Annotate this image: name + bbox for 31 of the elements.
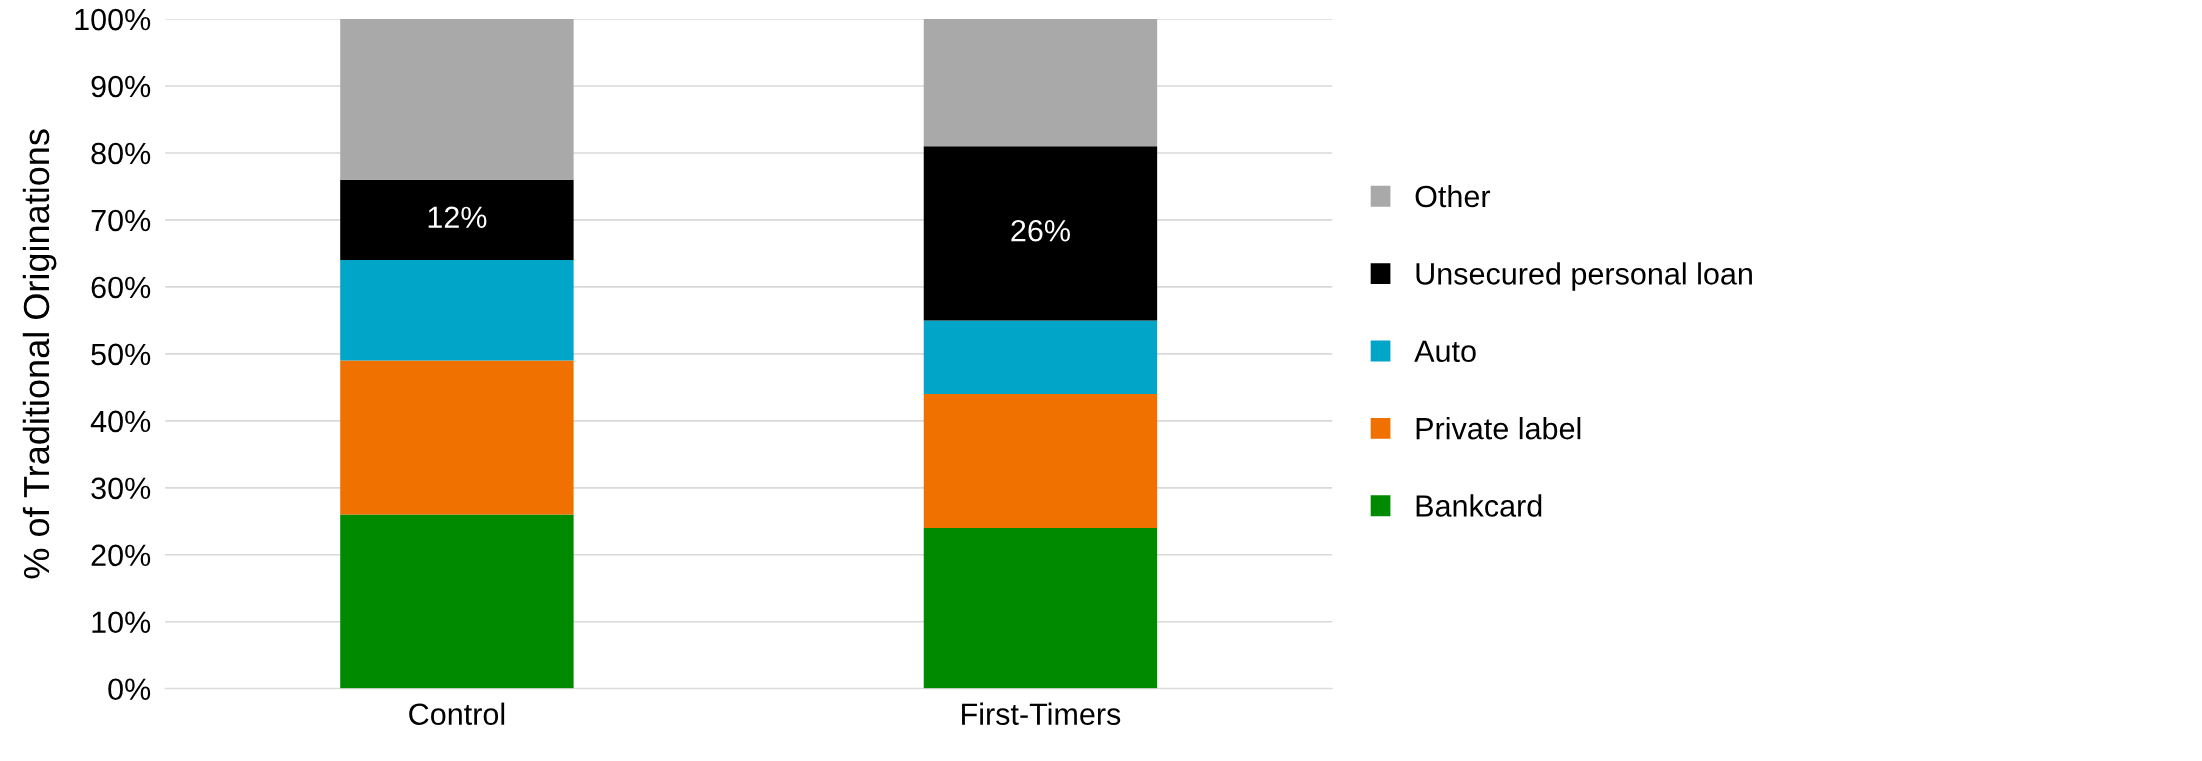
y-tick-label: 80% [91,142,151,165]
bar [923,19,1158,147]
bar [340,179,574,261]
y-axis-title: % of Traditional Originations [22,129,57,579]
y-tick-label: 90% [91,75,151,98]
bar [340,360,574,515]
x-tick-label: Control [409,702,505,726]
legend-label: Bankcard [1416,494,1542,517]
bar [923,146,1158,321]
y-tick-label: 60% [91,276,151,299]
y-tick-label: 100% [75,8,151,31]
bar [340,19,574,180]
y-tick-label: 70% [91,209,151,232]
legend-label: Private label [1416,417,1581,440]
y-tick-label: 10% [92,611,151,634]
y-tick-label: 40% [90,410,151,433]
y-tick-label: 20% [91,544,151,567]
y-tick-label: 0% [108,678,151,701]
bar [340,260,574,361]
y-tick-label: 30% [91,477,151,500]
y-tick-label: 50% [91,343,151,366]
bar [923,394,1158,528]
x-tick-label: First-Timers [962,702,1121,726]
legend-label: Other [1415,184,1491,208]
bar [923,527,1158,689]
bar [923,320,1158,395]
legend-label: Unsecured personal loan [1416,262,1752,291]
data-label: 12% [428,206,487,229]
data-label: 26% [1011,219,1070,242]
legend-label: Auto [1414,340,1476,363]
bar [340,514,574,689]
